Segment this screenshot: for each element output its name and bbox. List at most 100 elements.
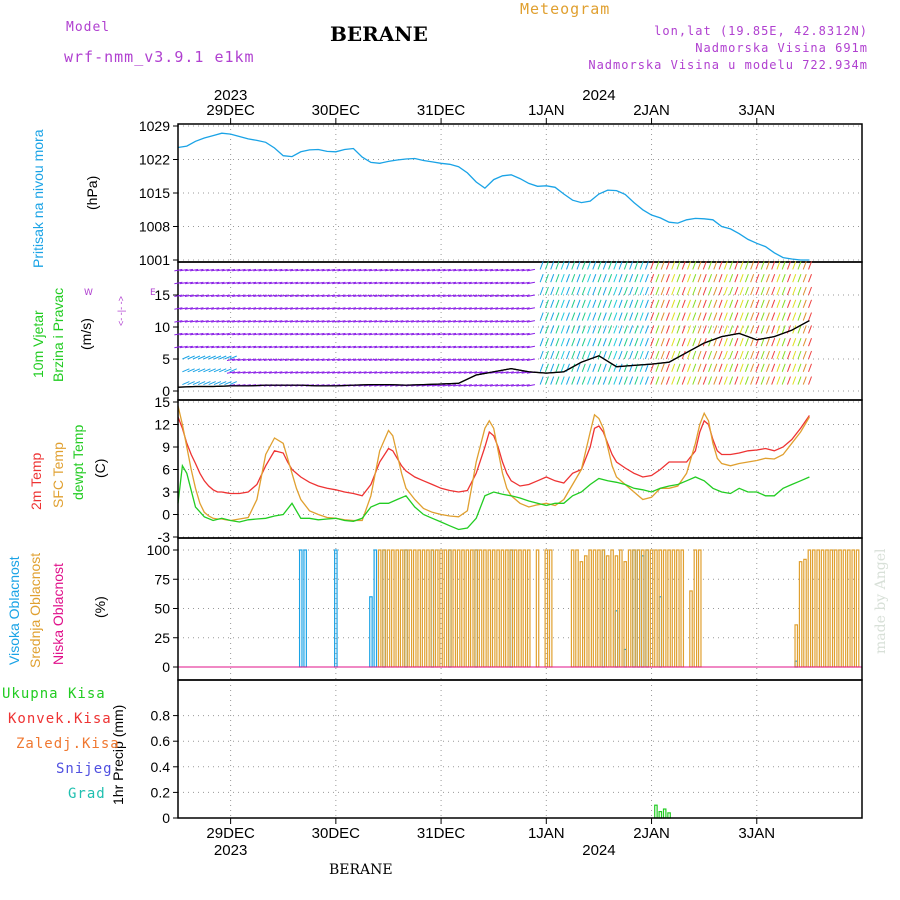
wind-arrow: [237, 332, 246, 336]
wind-arrow: [555, 261, 560, 270]
wind-arrow: [723, 338, 728, 347]
wind-arrow: [734, 350, 739, 360]
wind-arrow: [639, 274, 644, 283]
y-tick-label: 0.4: [151, 759, 171, 775]
wind-arrow: [744, 325, 749, 334]
wind-arrow: [500, 384, 509, 387]
bar: [465, 549, 470, 668]
wind-arrow: [629, 325, 634, 334]
wind-arrow: [755, 350, 760, 360]
wind-arrow: [405, 358, 414, 361]
wind-arrow: [411, 345, 420, 349]
wind-arrow: [765, 376, 770, 385]
y-tick-label: 0.8: [151, 708, 171, 724]
wind-arrow: [760, 338, 765, 347]
bar: [658, 810, 663, 819]
wind-arrow: [792, 338, 797, 347]
wind-arrow: [718, 325, 723, 334]
bar: [798, 561, 803, 668]
wind-arrow: [681, 299, 686, 308]
wind-arrow: [384, 281, 393, 285]
wind-arrow: [539, 376, 544, 385]
wind-arrow: [495, 384, 504, 387]
wind-arrow: [581, 363, 586, 372]
wind-arrow: [463, 332, 472, 336]
wind-arrow: [602, 350, 607, 360]
wind-arrow: [613, 325, 618, 334]
wind-arrow: [395, 320, 404, 323]
wind-arrow: [495, 332, 504, 336]
bar: [535, 549, 540, 668]
wind-arrow: [692, 338, 697, 347]
wind-arrow: [681, 325, 686, 334]
bar: [619, 549, 623, 668]
wind-arrow: [374, 371, 383, 374]
bar: [518, 549, 522, 668]
wind-arrow: [581, 286, 586, 296]
wind-arrow: [755, 312, 760, 321]
wind-arrow: [744, 363, 749, 372]
wind-arrow: [544, 363, 549, 372]
wind-arrow: [468, 332, 478, 336]
wind-arrow: [702, 376, 707, 385]
wind-arrow: [608, 312, 613, 321]
wind-arrow: [442, 358, 451, 361]
wind-arrow: [187, 368, 195, 373]
wind-arrow: [284, 268, 293, 272]
wind-arrow: [395, 294, 404, 297]
wind-arrow: [284, 294, 293, 297]
wind-arrow: [550, 274, 555, 283]
wind-arrow: [484, 345, 493, 349]
wind-arrow: [702, 350, 707, 360]
wind-arrow: [489, 281, 499, 285]
bar: [820, 549, 825, 668]
wind-arrow: [458, 384, 467, 387]
wind-arrow: [390, 268, 399, 272]
wind-arrow: [708, 363, 713, 372]
wind-arrow: [190, 332, 199, 336]
wind-arrow: [650, 261, 655, 270]
wind-arrow: [511, 268, 520, 272]
bar: [842, 549, 847, 668]
wind-arrow: [437, 268, 446, 272]
wind-arrow: [426, 320, 436, 323]
wind-arrow: [305, 345, 315, 349]
wind-arrow: [692, 299, 697, 308]
wind-arrow: [484, 281, 493, 285]
panel-frame: [177, 399, 863, 539]
wind-arrow: [587, 363, 591, 372]
wind-arrow: [511, 345, 520, 349]
wind-arrow: [734, 299, 739, 308]
series-line: [177, 463, 810, 531]
wind-arrow: [368, 358, 378, 361]
wind-arrow: [390, 320, 399, 323]
wind-arrow: [597, 261, 602, 270]
wind-arrow: [560, 338, 565, 347]
wind-arrow: [253, 281, 262, 285]
wind-arrow: [771, 363, 776, 372]
wind-arrow: [723, 350, 728, 360]
wind-arrow: [587, 312, 591, 321]
wind-arrow: [279, 371, 288, 374]
wind-arrow: [660, 286, 665, 296]
wind-arrow: [358, 358, 367, 361]
wind-arrow: [597, 363, 602, 372]
wind-arrow: [521, 384, 530, 387]
wind-arrow: [692, 261, 697, 270]
wind-arrow: [644, 376, 649, 385]
wind-arrow: [311, 345, 320, 349]
wind-arrow: [560, 286, 565, 296]
wind-arrow: [539, 325, 544, 334]
wind-arrow: [511, 384, 520, 387]
elevation-label: Nadmorska Visina 691m: [695, 41, 868, 55]
wind-arrow: [587, 350, 591, 360]
wind-arrow: [174, 320, 183, 323]
y-tick-label: 0: [162, 507, 170, 523]
wind-arrow: [760, 350, 765, 360]
wind-arrow: [321, 358, 330, 361]
wind-arrow: [755, 376, 760, 385]
wind-arrow: [634, 286, 639, 296]
wind-arrow: [300, 281, 309, 285]
wind-arrow: [416, 345, 425, 349]
wind-arrow: [786, 376, 791, 385]
